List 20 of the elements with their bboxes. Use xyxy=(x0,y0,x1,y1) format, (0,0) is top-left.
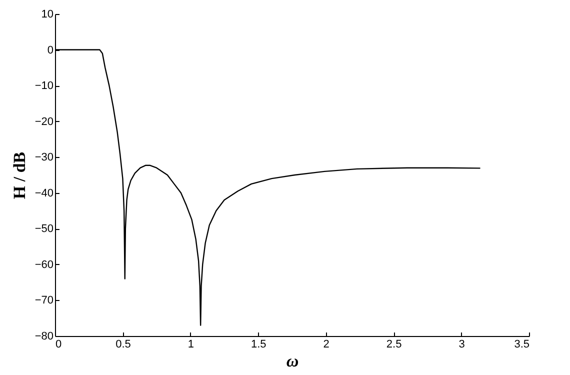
y-tick-label: −20 xyxy=(34,116,54,128)
x-tick-label: 1 xyxy=(188,338,194,350)
x-tick-label: 0 xyxy=(56,338,62,350)
x-tick-label: 2 xyxy=(323,338,330,350)
x-axis-title: ω xyxy=(286,352,299,370)
y-tick-label: −40 xyxy=(34,187,54,200)
y-tick-label: 0 xyxy=(47,44,54,56)
y-tick-label: −10 xyxy=(34,80,54,92)
y-tick-label: −80 xyxy=(34,330,54,342)
y-tick-label: −60 xyxy=(34,258,54,271)
y-axis-title: H / dB xyxy=(10,152,29,200)
x-tick-label: 3 xyxy=(458,338,465,350)
x-tick-label: 2.5 xyxy=(386,338,402,350)
y-tick-label: 10 xyxy=(41,8,54,20)
y-tick-label: −50 xyxy=(34,223,54,236)
x-tick-label: 0.5 xyxy=(116,338,131,350)
x-tick-label: 3.5 xyxy=(514,338,530,350)
y-tick-label: −70 xyxy=(34,294,54,307)
x-tick-label: 1.5 xyxy=(250,338,266,350)
y-tick-label: −30 xyxy=(34,152,54,164)
